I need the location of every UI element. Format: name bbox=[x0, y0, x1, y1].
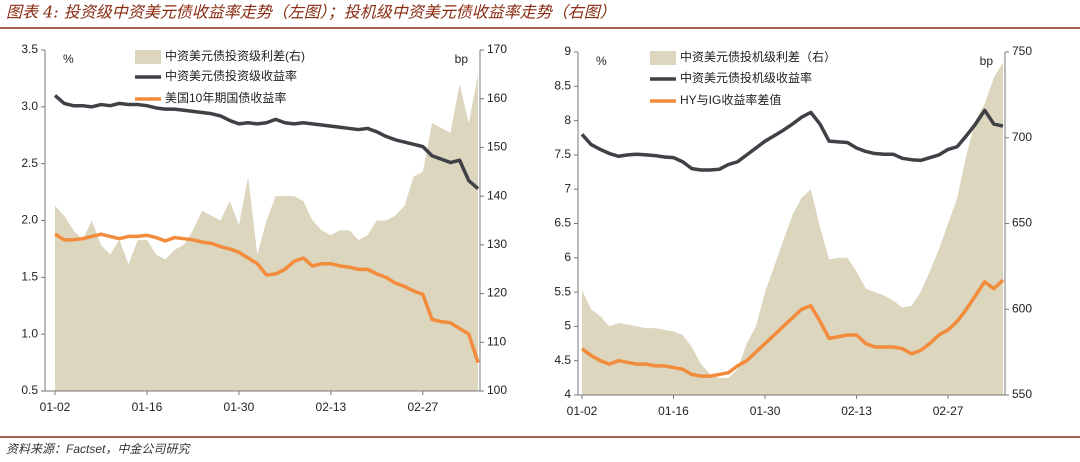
y2-tick-label: 110 bbox=[487, 334, 506, 348]
y2-tick-label: 140 bbox=[487, 188, 507, 202]
y-tick-label: 0.5 bbox=[21, 383, 38, 397]
legend-label: HY与IG收益率差值 bbox=[680, 92, 781, 107]
x-tick-label: 01-30 bbox=[224, 400, 255, 414]
y-tick-label: 1.5 bbox=[21, 270, 38, 284]
y2-tick-label: 750 bbox=[1012, 44, 1032, 58]
y-tick-label: 3.5 bbox=[21, 42, 38, 56]
y2-tick-label: 550 bbox=[1012, 387, 1032, 401]
x-tick-label: 02-27 bbox=[407, 400, 438, 414]
y2-tick-label: 700 bbox=[1012, 130, 1032, 144]
line-series bbox=[580, 108, 1004, 172]
y-tick-label: 6 bbox=[564, 250, 571, 264]
y-tick-label: 4 bbox=[564, 387, 571, 401]
y-tick-label: 9 bbox=[564, 44, 571, 58]
y-axis-unit: % bbox=[63, 52, 74, 66]
legend-label: 中资美元债投资级利差(右) bbox=[165, 48, 305, 63]
x-tick-label: 02-13 bbox=[841, 404, 872, 418]
y2-tick-label: 160 bbox=[487, 91, 507, 105]
y2-tick-label: 100 bbox=[487, 383, 507, 397]
x-tick-label: 01-02 bbox=[40, 400, 71, 414]
y2-tick-label: 600 bbox=[1012, 301, 1032, 315]
y-tick-label: 8 bbox=[564, 113, 571, 127]
line-series bbox=[53, 94, 480, 190]
title: 图表 4: 投资级中资美元债收益率走势（左图）；投机级中资美元债收益率走势（右图… bbox=[6, 3, 616, 22]
y2-tick-label: 170 bbox=[487, 42, 507, 56]
y2-tick-label: 130 bbox=[487, 237, 507, 251]
y-tick-label: 2.0 bbox=[21, 213, 38, 227]
y-tick-label: 4.5 bbox=[554, 353, 571, 367]
y-tick-label: 8.5 bbox=[554, 78, 571, 92]
y-tick-label: 1.0 bbox=[21, 326, 38, 340]
x-tick-label: 02-27 bbox=[933, 404, 964, 418]
legend-label: 中资美元债投资级收益率 bbox=[165, 68, 297, 83]
legend-label: 中资美元债投机级利差（右） bbox=[680, 49, 836, 64]
legend-label: 美国10年期国债收益率 bbox=[165, 90, 286, 105]
y2-tick-label: 650 bbox=[1012, 216, 1032, 230]
y2-tick-label: 150 bbox=[487, 140, 507, 154]
y-tick-label: 5 bbox=[564, 319, 571, 333]
legend-label: 中资美元债投机级收益率 bbox=[680, 70, 812, 85]
y-tick-label: 7.5 bbox=[554, 147, 571, 161]
area-series bbox=[55, 74, 478, 391]
y-tick-label: 3.0 bbox=[21, 99, 38, 113]
area-series bbox=[582, 62, 1003, 395]
legend-swatch bbox=[650, 51, 676, 65]
x-tick-label: 01-30 bbox=[750, 404, 781, 418]
y-tick-label: 7 bbox=[564, 181, 571, 195]
y2-tick-label: 120 bbox=[487, 286, 507, 300]
line-series bbox=[580, 278, 1005, 378]
source: 资料来源：Factset，中金公司研究 bbox=[6, 442, 191, 456]
y-tick-label: 5.5 bbox=[554, 284, 571, 298]
y2-axis-unit: bp bbox=[980, 54, 994, 68]
y-tick-label: 6.5 bbox=[554, 216, 571, 230]
x-tick-label: 02-13 bbox=[316, 400, 347, 414]
y2-axis-unit: bp bbox=[455, 52, 469, 66]
y-tick-label: 2.5 bbox=[21, 156, 38, 170]
x-tick-label: 01-16 bbox=[132, 400, 163, 414]
y-axis-unit: % bbox=[596, 54, 607, 68]
legend-swatch bbox=[135, 50, 161, 64]
line-series bbox=[54, 232, 480, 364]
x-tick-label: 01-16 bbox=[658, 404, 689, 418]
x-tick-label: 01-02 bbox=[567, 404, 598, 418]
